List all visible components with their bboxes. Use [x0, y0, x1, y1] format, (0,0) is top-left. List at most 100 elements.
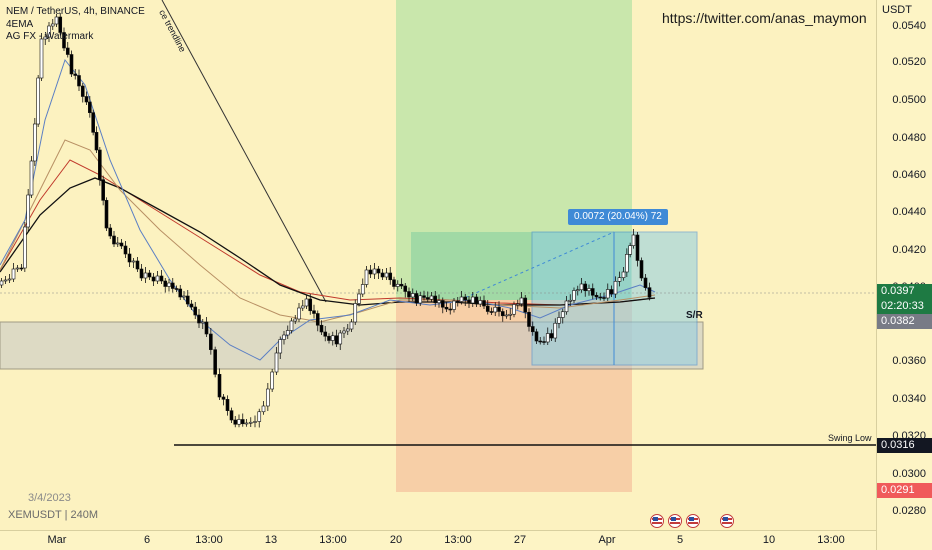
candle-body: [357, 293, 361, 304]
candle-body: [233, 419, 238, 425]
candle-body: [621, 271, 626, 278]
candle-body: [19, 267, 24, 270]
candle-body: [628, 245, 632, 255]
price-axis-unit: USDT: [882, 4, 912, 16]
price-axis-label: 0.0520: [892, 56, 926, 68]
candle-body: [123, 245, 128, 255]
candle-body: [193, 306, 198, 316]
flag-us-icon[interactable]: [720, 514, 734, 528]
candle-body: [0, 280, 4, 286]
candle-body: [312, 310, 316, 314]
legend-indicator-ema[interactable]: 4EMA: [6, 19, 34, 30]
candle-body: [635, 234, 640, 261]
candle-body: [11, 268, 16, 280]
candle-body: [613, 281, 618, 295]
time-axis[interactable]: Mar 6 13:00 13 13:00 20 13:00 27 Apr 5 10 13:00: [0, 530, 876, 550]
candle-body: [519, 297, 524, 305]
price-axis[interactable]: USDT 0.0540 0.0520 0.0500 0.0480 0.0460 0.044…: [876, 0, 932, 550]
flag-us-icon[interactable]: [668, 514, 682, 528]
candle-body: [392, 279, 396, 287]
candle-body: [639, 260, 644, 279]
candle-body: [482, 300, 486, 307]
candle-body: [395, 283, 400, 287]
candle-body: [437, 300, 441, 304]
candle-body: [98, 149, 102, 180]
candle-body: [319, 324, 324, 333]
chart-area[interactable]: NEM / TetherUS, 4h, BINANCE 4EMA AG FX -…: [0, 0, 876, 530]
candle-body: [108, 227, 113, 237]
candle-body: [178, 288, 183, 298]
candle-body: [84, 96, 89, 103]
swing-low-price-tag: 0.0316: [877, 438, 932, 453]
candle-body: [452, 300, 456, 310]
candles-group: [0, 13, 652, 428]
candle-body: [131, 260, 136, 263]
candle-body: [65, 47, 70, 55]
candle-body: [278, 339, 283, 354]
time-axis-label: 20: [389, 534, 403, 546]
candle-body: [557, 317, 561, 324]
ema-black: [0, 177, 656, 306]
candle-body: [213, 349, 217, 375]
candle-body: [308, 298, 313, 312]
last-price-value: 0.0397: [881, 285, 915, 297]
candle-body: [15, 267, 20, 270]
ema-slow-red: [0, 159, 656, 306]
candle-body: [229, 410, 234, 421]
candle-body: [94, 132, 99, 151]
candle-body: [151, 276, 156, 282]
ema-mid: [0, 139, 656, 323]
candle-body: [467, 299, 471, 304]
candle-body: [253, 421, 257, 423]
candle-body: [342, 330, 346, 334]
flag-us-icon[interactable]: [686, 514, 700, 528]
candle-body: [568, 299, 573, 302]
candle-body: [266, 388, 270, 407]
candle-body: [240, 419, 245, 425]
candle-body: [594, 294, 599, 298]
candle-body: [304, 298, 309, 307]
candle-body: [429, 295, 434, 300]
price-chart-svg[interactable]: [0, 0, 876, 530]
time-axis-label: 27: [513, 534, 527, 546]
candle-body: [115, 242, 120, 245]
candle-body: [62, 32, 66, 49]
candle-body: [530, 326, 535, 333]
candle-body: [297, 307, 301, 320]
flag-us-icon[interactable]: [650, 514, 664, 528]
candle-body: [300, 305, 305, 309]
candle-body: [189, 303, 194, 308]
candle-body: [542, 341, 546, 343]
time-axis-label: 13:00: [195, 534, 223, 546]
candle-body: [349, 321, 354, 330]
candle-body: [163, 280, 168, 287]
candle-body: [647, 287, 652, 298]
candle-body: [418, 295, 423, 304]
candle-body: [143, 272, 148, 279]
candle-body: [504, 314, 509, 317]
candle-body: [384, 272, 389, 278]
candle-body: [315, 313, 320, 326]
candle-body: [170, 282, 175, 289]
price-axis-label: 0.0360: [892, 355, 926, 367]
candle-body: [508, 313, 513, 316]
watermark-url: https://twitter.com/anas_maymon: [662, 10, 867, 26]
candle-body: [248, 421, 253, 424]
candle-body: [617, 277, 622, 282]
stop-price-tag: 0.0291: [877, 483, 932, 498]
candle-body: [583, 283, 588, 292]
candle-body: [285, 330, 290, 336]
candle-body: [560, 311, 565, 318]
candle-body: [7, 278, 12, 281]
candle-body: [598, 296, 603, 299]
price-axis-label: 0.0420: [892, 244, 926, 256]
candle-body: [523, 297, 528, 313]
legend-indicator-watermark[interactable]: AG FX - Watermark: [6, 31, 94, 42]
countdown-value: 02:20:33: [881, 300, 924, 312]
candle-body: [274, 352, 279, 373]
sr-label: S/R: [686, 310, 703, 321]
candle-body: [104, 200, 109, 229]
candle-body: [631, 234, 636, 246]
time-axis-label: 13:00: [817, 534, 845, 546]
candle-body: [33, 123, 37, 162]
